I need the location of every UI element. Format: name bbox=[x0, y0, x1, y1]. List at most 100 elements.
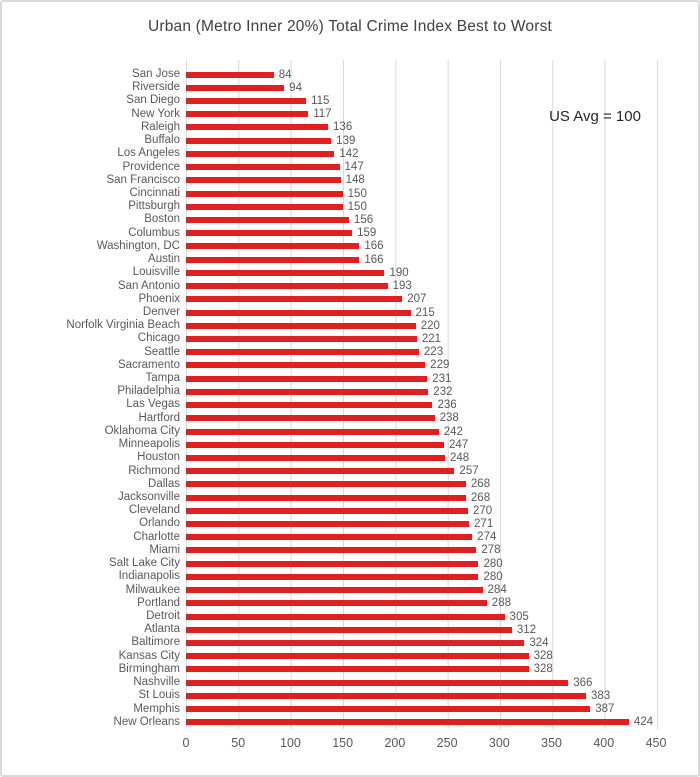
city-label: Atlanta bbox=[144, 623, 180, 636]
city-label: Denver bbox=[142, 305, 180, 318]
bar-row: Baltimore 324 bbox=[2, 636, 698, 649]
value-label: 232 bbox=[433, 385, 453, 398]
bar-row: Riverside 94 bbox=[2, 81, 698, 94]
bar-row: Indianapolis 280 bbox=[2, 570, 698, 583]
bar bbox=[186, 388, 429, 395]
city-label: Philadelphia bbox=[117, 385, 180, 398]
bar-track: 288 bbox=[186, 597, 658, 610]
bar-row: Norfolk Virginia Beach 220 bbox=[2, 319, 698, 332]
city-label: Nashville bbox=[133, 676, 180, 689]
bar-row: San Jose 84 bbox=[2, 68, 698, 81]
bar-row: Jacksonville 268 bbox=[2, 491, 698, 504]
bar bbox=[186, 640, 525, 647]
city-label: Hartford bbox=[138, 411, 180, 424]
bar bbox=[186, 441, 444, 448]
bar-track: 221 bbox=[186, 332, 658, 345]
bar bbox=[186, 666, 529, 673]
bar-row: Buffalo 139 bbox=[2, 134, 698, 147]
value-label: 247 bbox=[448, 438, 469, 451]
value-label: 274 bbox=[477, 531, 497, 544]
bar bbox=[186, 283, 388, 290]
value-label: 231 bbox=[432, 372, 452, 385]
value-label: 139 bbox=[336, 134, 356, 147]
city-label: Minneapolis bbox=[118, 438, 180, 451]
value-label: 207 bbox=[407, 293, 427, 306]
x-axis-tick: 0 bbox=[182, 735, 190, 750]
bar-track: 236 bbox=[186, 398, 658, 411]
bar-row: Nashville 366 bbox=[2, 676, 698, 689]
bar-track: 278 bbox=[186, 544, 658, 557]
value-label: 284 bbox=[487, 584, 507, 597]
city-label: Kansas City bbox=[118, 649, 180, 662]
city-label: Detroit bbox=[146, 609, 180, 622]
bar-track: 193 bbox=[186, 280, 658, 293]
bar-row: Portland 288 bbox=[2, 597, 698, 610]
value-label: 84 bbox=[278, 68, 292, 81]
bar-row: Austin 166 bbox=[2, 253, 698, 266]
city-label: Birmingham bbox=[118, 662, 180, 675]
bar-track: 142 bbox=[186, 147, 658, 160]
city-label: Richmond bbox=[128, 464, 180, 477]
value-label: 193 bbox=[392, 280, 412, 293]
city-label: Charlotte bbox=[133, 530, 180, 543]
bar bbox=[186, 164, 340, 171]
city-label: Indianapolis bbox=[118, 570, 180, 583]
value-label: 223 bbox=[423, 346, 444, 359]
city-label: San Antonio bbox=[117, 279, 180, 292]
bar-track: 166 bbox=[186, 240, 658, 253]
value-label: 324 bbox=[529, 637, 549, 650]
city-label: Norfolk Virginia Beach bbox=[66, 319, 180, 332]
bar bbox=[186, 719, 629, 726]
bar-track: 271 bbox=[186, 517, 658, 530]
bar bbox=[186, 269, 385, 276]
value-label: 280 bbox=[483, 570, 503, 583]
city-label: Louisville bbox=[132, 266, 180, 279]
bar-track: 190 bbox=[186, 266, 658, 279]
bar-row: New York 117 bbox=[2, 108, 698, 121]
bar bbox=[186, 256, 360, 263]
bar bbox=[186, 521, 470, 528]
value-label: 312 bbox=[516, 623, 537, 636]
bar-row: Dallas 268 bbox=[2, 478, 698, 491]
x-axis-tick: 400 bbox=[593, 735, 615, 750]
bar bbox=[186, 547, 477, 554]
bar bbox=[186, 203, 343, 210]
bar bbox=[186, 296, 403, 303]
city-label: Columbus bbox=[128, 226, 180, 239]
bar-track: 257 bbox=[186, 465, 658, 478]
bar-track: 274 bbox=[186, 531, 658, 544]
bar-track: 270 bbox=[186, 504, 658, 517]
value-label: 383 bbox=[591, 689, 611, 702]
bar-row: Houston 248 bbox=[2, 451, 698, 464]
value-label: 248 bbox=[450, 451, 470, 464]
value-label: 136 bbox=[333, 121, 353, 134]
bar-row: Salt Lake City 280 bbox=[2, 557, 698, 570]
bar-track: 328 bbox=[186, 663, 658, 676]
bar-track: 147 bbox=[186, 161, 658, 174]
bar bbox=[186, 150, 335, 157]
bar bbox=[186, 84, 285, 91]
value-label: 387 bbox=[595, 703, 615, 716]
bar bbox=[186, 230, 353, 237]
bar-track: 148 bbox=[186, 174, 658, 187]
bar-track: 383 bbox=[186, 689, 658, 702]
city-label: Washington, DC bbox=[96, 239, 180, 252]
bar-track: 159 bbox=[186, 227, 658, 240]
bar-track: 242 bbox=[186, 425, 658, 438]
x-axis-tick: 50 bbox=[231, 735, 246, 750]
city-label: Oklahoma City bbox=[104, 424, 180, 437]
city-label: Seattle bbox=[144, 345, 180, 358]
bar-track: 166 bbox=[186, 253, 658, 266]
bar-track: 115 bbox=[186, 94, 658, 107]
bar-track: 305 bbox=[186, 610, 658, 623]
bar-row: Raleigh 136 bbox=[2, 121, 698, 134]
city-label: Miami bbox=[149, 543, 180, 556]
value-label: 94 bbox=[289, 81, 302, 94]
bar-track: 117 bbox=[186, 108, 658, 121]
bar-row: Kansas City 328 bbox=[2, 650, 698, 663]
bar bbox=[186, 454, 446, 461]
bar-track: 136 bbox=[186, 121, 658, 134]
value-label: 147 bbox=[344, 161, 364, 174]
bar-track: 247 bbox=[186, 438, 658, 451]
